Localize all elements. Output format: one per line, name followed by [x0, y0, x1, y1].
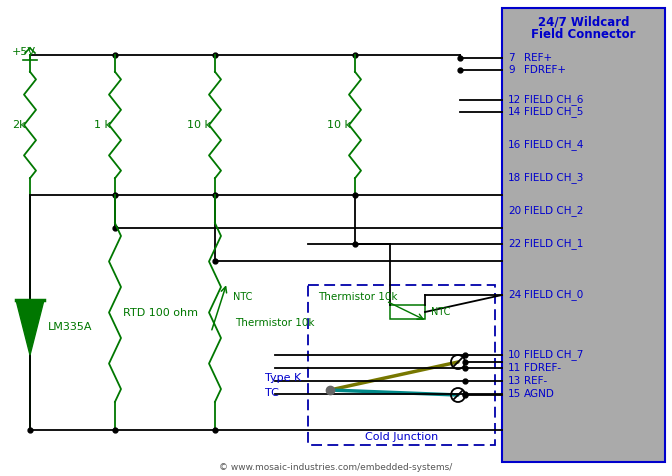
Text: 11: 11	[508, 363, 521, 373]
Text: +5V: +5V	[12, 47, 36, 57]
Text: FDREF-: FDREF-	[524, 363, 561, 373]
Text: FIELD CH_4: FIELD CH_4	[524, 139, 583, 150]
Text: 14: 14	[508, 107, 521, 117]
Text: 1 k: 1 k	[94, 120, 111, 130]
Text: FDREF+: FDREF+	[524, 65, 566, 75]
Text: © www.mosaic-industries.com/embedded-systems/: © www.mosaic-industries.com/embedded-sys…	[219, 464, 453, 473]
Text: 24: 24	[508, 290, 521, 300]
Text: Thermistor 10k: Thermistor 10k	[235, 317, 314, 327]
Text: Thermistor 10k: Thermistor 10k	[318, 292, 398, 302]
Text: 16: 16	[508, 140, 521, 150]
Text: 9: 9	[508, 65, 515, 75]
Text: FIELD CH_2: FIELD CH_2	[524, 206, 583, 217]
Bar	[308, 285, 495, 445]
Text: 13: 13	[508, 376, 521, 386]
Polygon shape	[16, 300, 44, 355]
Text: REF-: REF-	[524, 376, 547, 386]
Text: FIELD CH_5: FIELD CH_5	[524, 107, 583, 118]
Text: Field Connector: Field Connector	[532, 29, 636, 41]
Text: FIELD CH_7: FIELD CH_7	[524, 349, 583, 360]
Text: Type K: Type K	[265, 373, 301, 383]
Text: 18: 18	[508, 173, 521, 183]
Text: 10 k: 10 k	[327, 120, 351, 130]
Text: NTC: NTC	[431, 307, 450, 317]
Text: Cold Junction: Cold Junction	[365, 432, 438, 442]
Text: FIELD CH_1: FIELD CH_1	[524, 238, 583, 249]
Text: TC: TC	[265, 388, 279, 398]
Bar	[390, 305, 425, 319]
Text: RTD 100 ohm: RTD 100 ohm	[123, 307, 198, 317]
Text: NTC: NTC	[233, 292, 253, 303]
Text: AGND: AGND	[524, 389, 555, 399]
Text: LM335A: LM335A	[48, 323, 93, 333]
Bar	[502, 8, 665, 462]
Text: REF+: REF+	[524, 53, 552, 63]
Text: 22: 22	[508, 239, 521, 249]
Text: 20: 20	[508, 206, 521, 216]
Text: FIELD CH_0: FIELD CH_0	[524, 289, 583, 300]
Text: 15: 15	[508, 389, 521, 399]
Text: FIELD CH_6: FIELD CH_6	[524, 95, 583, 106]
Text: FIELD CH_3: FIELD CH_3	[524, 172, 583, 183]
Text: 10: 10	[508, 350, 521, 360]
Text: 12: 12	[508, 95, 521, 105]
Text: 10 k: 10 k	[187, 120, 211, 130]
Text: 7: 7	[508, 53, 515, 63]
Text: 2k: 2k	[12, 120, 26, 130]
Text: 24/7 Wildcard: 24/7 Wildcard	[538, 16, 629, 29]
